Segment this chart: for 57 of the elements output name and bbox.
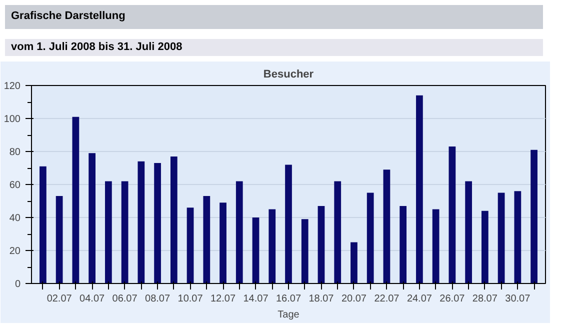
x-tick-label: 14.07 [243,294,269,305]
x-tick-label: 04.07 [80,294,106,305]
x-tick-label: 30.07 [505,294,531,305]
bar [514,192,522,284]
bar [170,156,178,284]
chart-title: Besucher [263,68,314,81]
bar [465,182,472,284]
x-tick-label: 02.07 [46,294,72,305]
bar [350,242,358,284]
bar [416,96,423,284]
bar [121,182,128,284]
bar [220,203,226,284]
bar [498,193,505,284]
bar [448,146,456,284]
y-tick-label: 120 [4,81,21,92]
bar [40,166,46,284]
bar [138,162,145,284]
x-tick-label: 16.07 [276,294,302,305]
y-tick-label: 60 [9,180,21,192]
bar [252,218,260,284]
x-tick-label: 10.07 [178,294,204,305]
x-tick-label: 26.07 [440,294,466,305]
text: vom 1. Juli 2008 bis 31. Juli 2008 [11,40,182,55]
y-tick-label: 40 [9,213,21,224]
x-tick-label: 20.07 [341,294,367,305]
x-tick-label: 24.07 [406,294,432,305]
x-tick-label: 08.07 [145,294,170,305]
bar [236,182,243,284]
bar [432,210,440,284]
bar [530,150,538,284]
bar [154,163,161,284]
text: Grafische Darstellung [11,9,126,24]
bar [56,196,63,284]
bar [301,220,308,284]
bar [400,206,407,284]
x-tick-label: 18.07 [308,294,334,305]
bar [318,206,325,284]
bar [285,165,292,284]
x-tick-label: 28.07 [472,294,498,305]
y-tick-label: 80 [9,147,21,158]
bar [268,210,276,284]
bar [105,182,112,284]
bar [383,170,390,284]
y-tick-label: 100 [4,114,21,126]
x-tick-label: 12.07 [210,294,236,305]
bar [481,211,488,284]
y-tick-label: 0 [14,279,21,290]
x-tick-label: 22.07 [374,294,400,305]
y-tick-label: 20 [9,246,21,258]
bar [186,208,194,284]
x-axis-title: Tage [278,310,300,321]
bar [334,182,342,284]
x-tick-label: 06.07 [112,294,138,305]
bar [366,193,374,284]
bar [88,154,96,284]
bar [203,196,210,284]
bar [72,117,80,284]
